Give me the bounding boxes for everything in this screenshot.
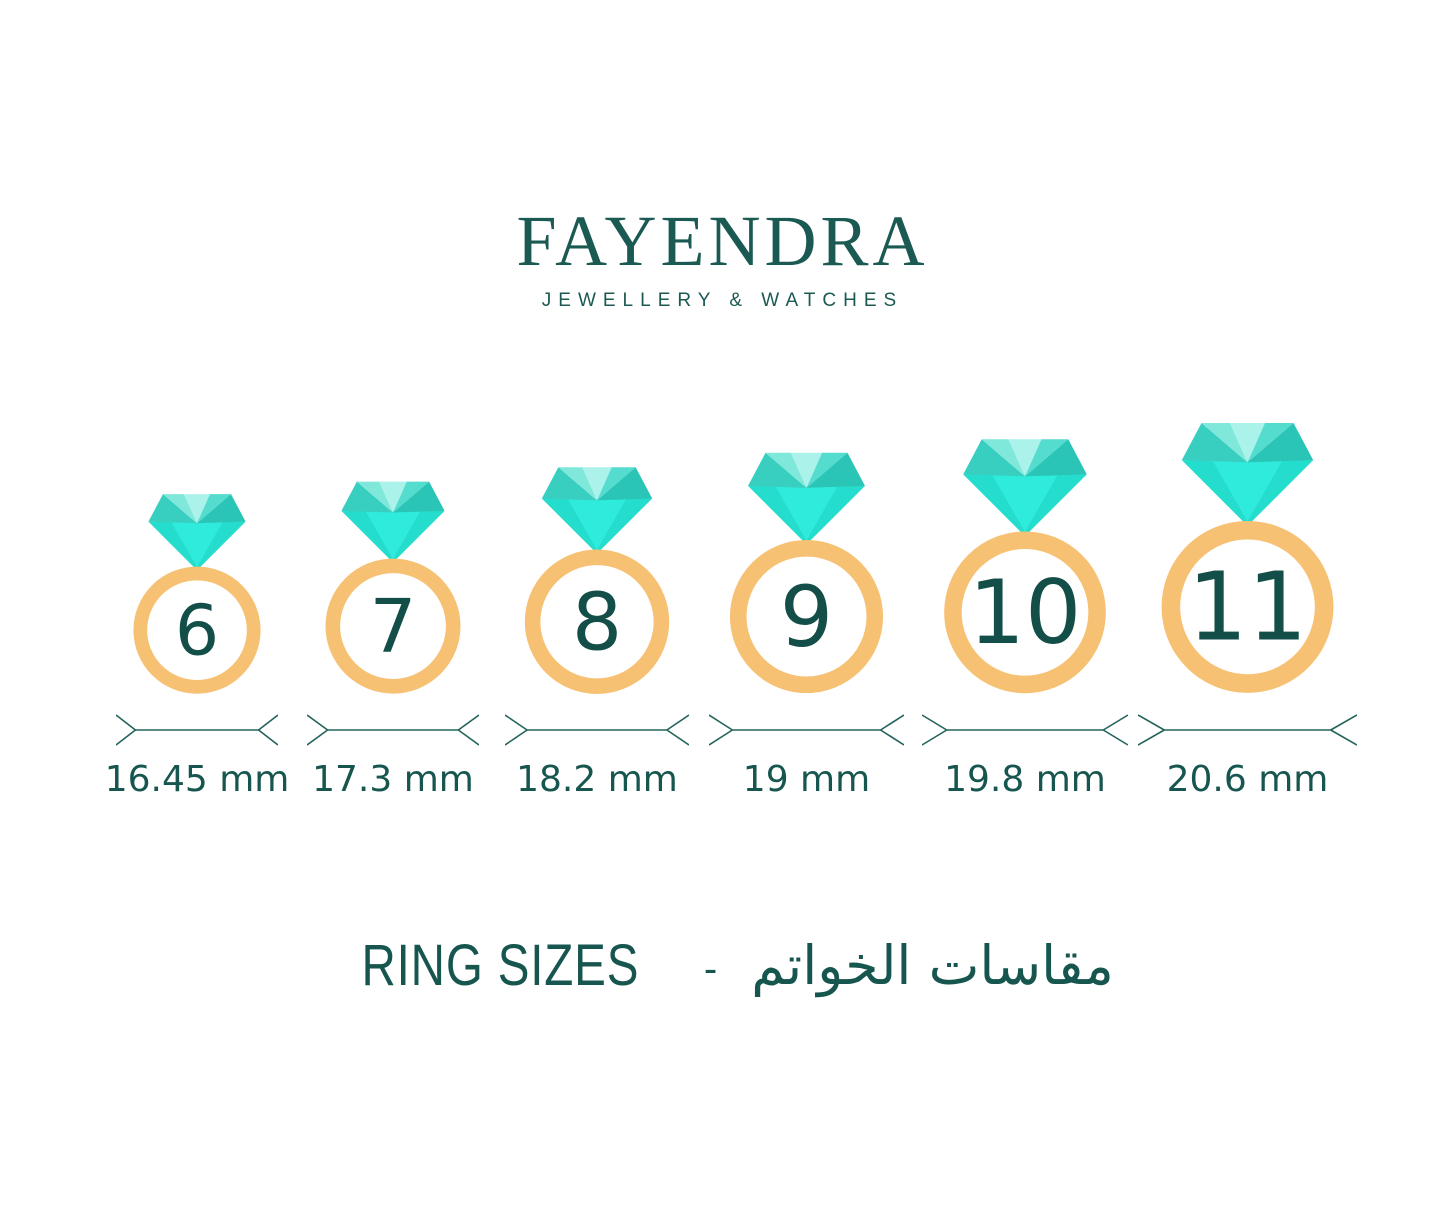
diameter-label: 19 mm (742, 758, 871, 800)
diameter-label: 18.2 mm (516, 759, 678, 801)
ring-illustration: 11 (1138, 412, 1357, 697)
brand-tagline: JEWELLERY & WATCHES (541, 290, 904, 311)
ring-size-number: 7 (369, 584, 416, 670)
diameter-label: 16.45 mm (104, 758, 290, 800)
diameter-dimension-line (1138, 713, 1357, 746)
diameter-label: 19.8 mm (944, 758, 1106, 800)
ring-size-number: 10 (969, 561, 1082, 664)
ring-illustration: 10 (922, 429, 1128, 697)
page-title-en: RING SIZES (361, 933, 640, 998)
brand-name: FAYENDRA (516, 201, 929, 281)
ring-size-group-9: 9 19 mm (709, 443, 904, 800)
ring-size-group-8: 8 18.2 mm (505, 458, 689, 800)
title-separator: - (703, 947, 718, 991)
ring-size-group-10: 10 19.8 mm (922, 429, 1128, 800)
diameter-dimension-line (116, 713, 278, 746)
ring-size-number: 9 (780, 568, 833, 666)
ring-size-group-6: 6 16.45 mm (105, 486, 289, 800)
diameter-dimension-line (922, 714, 1128, 746)
diameter-dimension-line (505, 714, 689, 746)
ring-size-number: 8 (572, 576, 622, 668)
ring-illustration: 6 (116, 486, 278, 697)
ring-illustration: 8 (505, 458, 689, 697)
brand-logo: FAYENDRA JEWELLERY & WATCHES (0, 205, 1445, 312)
diameter-dimension-line (709, 713, 904, 746)
ring-illustration: 9 (709, 443, 904, 697)
ring-size-number: 11 (1188, 554, 1308, 663)
ring-size-group-7: 7 17.3 mm (307, 473, 479, 800)
diameter-label: 20.6 mm (1166, 758, 1329, 800)
page-title: RING SIZES - مقاسات الخواتم (0, 932, 1445, 999)
page-title-ar: مقاسات الخواتم (751, 934, 1114, 997)
diameter-dimension-line (307, 713, 479, 746)
diameter-label: 17.3 mm (312, 758, 474, 800)
ring-size-group-11: 11 20.6 mm (1138, 412, 1357, 800)
ring-illustration: 7 (307, 473, 479, 697)
ring-size-number: 6 (175, 590, 219, 671)
